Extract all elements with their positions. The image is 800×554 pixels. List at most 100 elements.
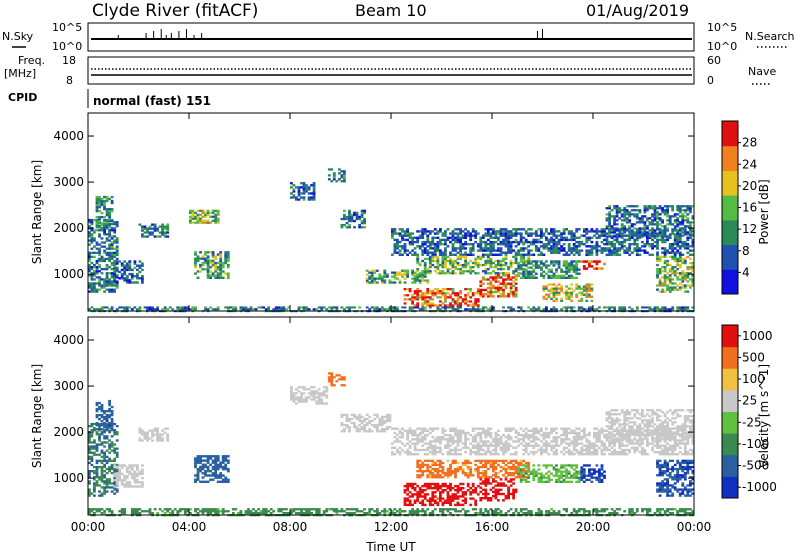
- data-cell: [494, 266, 498, 269]
- data-cell: [95, 203, 99, 207]
- data-cell: [98, 465, 101, 469]
- data-cell: [638, 253, 642, 256]
- data-cell: [398, 228, 402, 231]
- data-cell: [625, 205, 629, 208]
- data-cell: [428, 446, 432, 449]
- data-cell: [479, 247, 483, 250]
- data-cell: [691, 245, 695, 248]
- data-cell: [570, 247, 574, 250]
- data-cell: [449, 450, 452, 454]
- data-cell: [98, 422, 101, 426]
- data-cell: [486, 238, 490, 242]
- data-cell: [481, 255, 485, 258]
- data-cell: [310, 508, 313, 511]
- data-cell: [514, 278, 518, 281]
- data-cell: [689, 268, 692, 271]
- data-cell: [524, 274, 528, 277]
- data-cell: [375, 512, 379, 515]
- data-cell: [446, 236, 450, 239]
- colorbar-swatch: [722, 170, 738, 196]
- data-cell: [479, 284, 483, 287]
- data-cell: [464, 300, 467, 303]
- data-cell: [504, 240, 508, 244]
- data-cell: [550, 308, 553, 311]
- data-cell: [676, 278, 680, 281]
- data-cell: [623, 215, 627, 218]
- data-cell: [623, 219, 627, 222]
- data-cell: [517, 249, 521, 252]
- data-cell: [625, 219, 629, 222]
- data-cell: [479, 508, 483, 511]
- data-cell: [211, 253, 215, 256]
- data-cell: [108, 282, 111, 285]
- data-cell: [585, 291, 589, 294]
- data-cell: [653, 240, 657, 244]
- data-cell: [595, 251, 599, 254]
- data-cell: [110, 405, 114, 409]
- data-cell: [120, 264, 124, 267]
- data-cell: [312, 196, 316, 199]
- data-cell: [431, 304, 435, 307]
- data-cell: [421, 251, 425, 254]
- data-cell: [651, 235, 654, 238]
- data-cell: [504, 253, 508, 256]
- data-cell: [90, 447, 94, 450]
- data-cell: [529, 228, 533, 231]
- data-cell: [613, 253, 616, 256]
- data-cell: [570, 293, 574, 296]
- data-cell: [633, 205, 637, 208]
- data-cell: [146, 308, 149, 311]
- data-cell: [285, 308, 288, 311]
- data-cell: [416, 277, 420, 280]
- data-cell: [125, 476, 129, 480]
- data-cell: [471, 247, 475, 250]
- data-cell: [231, 308, 235, 311]
- data-cell: [507, 236, 510, 239]
- data-cell: [201, 261, 205, 265]
- data-cell: [209, 512, 212, 515]
- data-cell: [454, 236, 457, 239]
- data-cell: [108, 508, 111, 511]
- data-cell: [254, 308, 258, 311]
- data-cell: [686, 213, 690, 216]
- data-cell: [492, 230, 495, 233]
- data-cell: [646, 508, 649, 511]
- data-cell: [416, 279, 420, 282]
- data-cell: [608, 251, 611, 254]
- data-cell: [519, 232, 523, 235]
- data-cell: [391, 281, 394, 284]
- data-cell: [441, 431, 445, 435]
- data-cell: [108, 231, 111, 234]
- data-cell: [436, 436, 440, 439]
- data-cell: [214, 510, 218, 513]
- data-cell: [529, 234, 533, 237]
- data-cell: [635, 233, 639, 236]
- data-cell: [613, 512, 616, 515]
- data-cell: [676, 221, 680, 224]
- data-cell: [194, 217, 197, 220]
- data-cell: [605, 247, 609, 250]
- data-cell: [428, 440, 432, 443]
- data-cell: [191, 209, 195, 212]
- data-cell: [582, 228, 586, 231]
- data-cell: [100, 224, 104, 227]
- data-cell: [585, 232, 589, 235]
- data-cell: [183, 306, 187, 309]
- data-cell: [378, 277, 382, 280]
- data-cell: [219, 263, 223, 267]
- data-cell: [484, 243, 488, 246]
- data-cell: [90, 278, 94, 281]
- data-cell: [88, 490, 91, 493]
- data-cell: [428, 247, 432, 250]
- data-cell: [524, 238, 528, 242]
- data-cell: [146, 431, 149, 434]
- data-cell: [226, 308, 230, 311]
- data-cell: [312, 392, 316, 395]
- data-cell: [451, 245, 455, 248]
- data-cell: [403, 288, 407, 291]
- data-cell: [108, 284, 111, 287]
- data-cell: [386, 510, 389, 513]
- data-cell: [398, 245, 402, 248]
- data-cell: [446, 228, 450, 231]
- data-cell: [605, 236, 609, 239]
